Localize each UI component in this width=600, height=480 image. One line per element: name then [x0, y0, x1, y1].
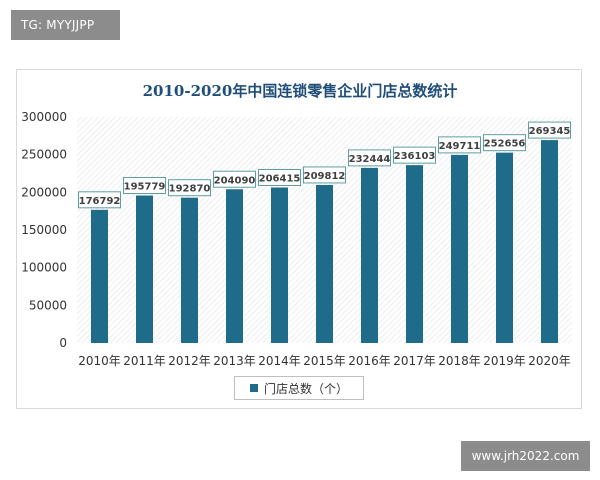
data-label: 195779	[124, 182, 166, 193]
data-label: 176792	[79, 196, 121, 207]
x-tick-label: 2016年	[348, 354, 391, 368]
x-tick-label: 2015年	[303, 354, 346, 368]
tag-label: TG: MYYJJPP	[11, 10, 120, 40]
bar	[496, 152, 513, 343]
data-label-box	[213, 170, 256, 188]
data-label-box	[438, 136, 481, 154]
watermark-label: www.jrh2022.com	[461, 441, 590, 471]
data-label: 269345	[529, 126, 571, 137]
data-label-box	[123, 177, 166, 195]
data-label: 232444	[349, 154, 391, 165]
y-tick-label: 50000	[29, 298, 67, 312]
y-tick-label: 250000	[21, 148, 67, 162]
bar	[181, 197, 198, 343]
y-tick-label: 100000	[21, 261, 67, 275]
x-tick-label: 2013年	[213, 354, 256, 368]
data-label: 249711	[439, 141, 481, 152]
bar	[361, 167, 378, 343]
x-axis: 2010年 2011年 2012年 2013年 2014年 2015年 2016年 2017年…	[78, 354, 571, 368]
y-axis: 300000 250000 200000 150000 100000 50000 0	[21, 110, 67, 350]
x-tick-label: 2010年	[78, 354, 121, 368]
data-label: 236103	[394, 151, 436, 162]
bar	[541, 140, 558, 343]
data-label: 252656	[484, 139, 526, 150]
data-label-box	[393, 146, 436, 164]
data-label-box	[348, 149, 391, 167]
bar	[226, 189, 243, 343]
y-tick-label: 0	[59, 336, 67, 350]
y-tick-label: 300000	[21, 110, 67, 124]
data-label-box	[258, 169, 301, 187]
bar	[271, 187, 288, 343]
bar	[451, 154, 468, 343]
y-tick-label: 150000	[21, 223, 67, 237]
legend-label: 门店总数（个）	[263, 381, 348, 396]
x-tick-label: 2011年	[123, 354, 166, 368]
data-label-box	[168, 179, 211, 197]
x-tick-label: 2018年	[438, 354, 481, 368]
bar	[91, 209, 108, 343]
data-label-box	[483, 134, 526, 152]
data-label: 209812	[304, 171, 346, 182]
data-label: 192870	[169, 184, 211, 195]
x-tick-label: 2019年	[483, 354, 526, 368]
legend-swatch	[249, 384, 258, 392]
legend: 门店总数（个）	[234, 376, 364, 400]
data-label: 206415	[259, 174, 301, 185]
data-label-box	[303, 166, 346, 184]
data-label-box	[528, 121, 571, 139]
x-tick-label: 2012年	[168, 354, 211, 368]
data-label-box	[78, 191, 121, 209]
x-tick-label: 2017年	[393, 354, 436, 368]
bar	[406, 165, 423, 343]
bar	[316, 184, 333, 343]
bar	[136, 195, 153, 343]
chart-title: 2010-2020年中国连锁零售企业门店总数统计	[142, 82, 458, 100]
data-label: 204090	[214, 175, 256, 186]
x-tick-label: 2014年	[258, 354, 301, 368]
x-tick-label: 2020年	[528, 354, 571, 368]
y-tick-label: 200000	[21, 185, 67, 199]
